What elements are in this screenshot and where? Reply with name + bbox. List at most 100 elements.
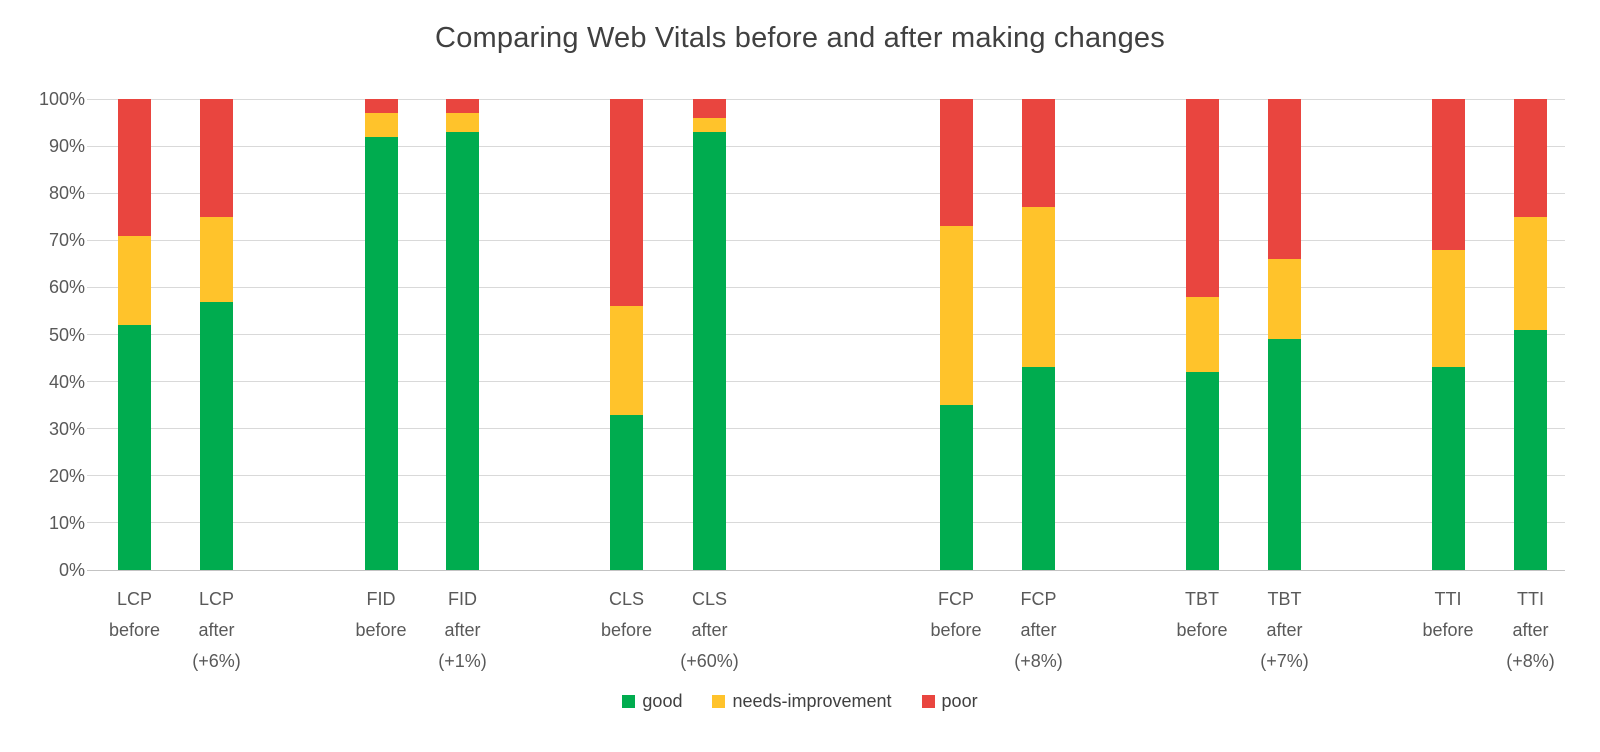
x-label-line: before	[1422, 620, 1474, 640]
bar-tti-after-segment-poor	[1514, 99, 1547, 217]
gridline-20%	[87, 475, 1565, 477]
x-label-cls-after: CLS after (+60%)	[645, 584, 775, 677]
bar-lcp-after-segment-poor	[200, 99, 233, 217]
x-label-fcp-after: FCP after (+8%)	[974, 584, 1104, 677]
gridline-60%	[87, 286, 1565, 288]
bar-cls-before-segment-good	[610, 414, 643, 570]
bar-fid-after-segment-good	[446, 131, 479, 570]
plot-area	[87, 98, 1565, 571]
gridline-10%	[87, 522, 1565, 524]
bar-tti-before-segment-good	[1431, 367, 1465, 570]
x-label-line: before	[355, 620, 407, 640]
x-label-line: TTI	[1434, 589, 1462, 609]
x-label-line: (+8%)	[1506, 651, 1555, 671]
y-tick-label-0%: 0%	[58, 560, 85, 580]
x-label-line: CLS	[691, 589, 727, 609]
x-label-fcp-before: FCP before	[891, 584, 1021, 646]
bar-tti-before-segment-needs-improvement	[1431, 249, 1465, 368]
gridline-30%	[87, 428, 1565, 430]
bar-tbt-after-segment-needs-improvement	[1268, 259, 1301, 340]
bar-lcp-before-segment-poor	[118, 99, 151, 236]
bar-tbt-before-segment-poor	[1185, 99, 1219, 297]
bar-fid-before-segment-good	[364, 136, 398, 570]
bar-lcp-before-segment-needs-improvement	[118, 235, 151, 326]
x-label-line: TBT	[1267, 589, 1302, 609]
x-label-line: after	[198, 620, 235, 640]
bar-cls-before-segment-poor	[610, 99, 643, 307]
legend-item-poor: poor	[921, 691, 978, 712]
x-label-line: FID	[366, 589, 396, 609]
y-tick-label-40%: 40%	[48, 371, 85, 392]
bar-fcp-before-segment-poor	[939, 99, 973, 227]
legend-label-needs-improvement: needs-improvement	[732, 690, 892, 711]
x-label-tti-after: TTI after (+8%)	[1466, 584, 1596, 677]
x-label-line: before	[1176, 620, 1228, 640]
x-label-line: (+60%)	[680, 651, 739, 671]
x-label-line: (+1%)	[438, 651, 487, 671]
bar-cls-after-segment-poor	[693, 99, 726, 118]
gridline-90%	[87, 145, 1565, 147]
gridline-80%	[87, 192, 1565, 194]
x-label-fid-after: FID after (+1%)	[398, 584, 528, 677]
gridline-40%	[87, 381, 1565, 383]
x-label-line: TTI	[1517, 589, 1544, 609]
bar-fcp-before-segment-good	[939, 405, 973, 570]
x-label-tbt-after: TBT after (+7%)	[1220, 584, 1350, 677]
y-tick-label-10%: 10%	[48, 512, 85, 533]
x-label-line: after	[444, 620, 481, 640]
x-label-line: CLS	[608, 589, 644, 609]
x-label-line: FID	[448, 589, 477, 609]
bar-fid-after-segment-needs-improvement	[446, 113, 479, 132]
y-tick-label-20%: 20%	[48, 465, 85, 486]
y-tick-label-90%: 90%	[48, 136, 85, 157]
x-label-line: before	[930, 620, 982, 640]
x-label-line: TBT	[1185, 589, 1219, 609]
x-label-tti-before: TTI before	[1383, 584, 1513, 646]
bar-fcp-after-segment-needs-improvement	[1022, 207, 1055, 368]
bar-tti-before-segment-poor	[1431, 99, 1465, 250]
x-label-line: (+6%)	[192, 651, 241, 671]
x-label-line: after	[1020, 620, 1057, 640]
legend-item-good: good	[622, 691, 682, 712]
x-label-line: after	[1266, 620, 1303, 640]
y-tick-label-50%: 50%	[48, 324, 85, 345]
bar-cls-after-segment-good	[693, 131, 726, 570]
y-tick-label-80%: 80%	[48, 183, 85, 204]
gridline-50%	[87, 334, 1565, 335]
y-tick-label-100%: 100%	[38, 89, 85, 109]
legend-item-needs-improvement: needs-improvement	[712, 690, 892, 712]
x-label-cls-before: CLS before	[562, 584, 692, 646]
legend-swatch-poor	[921, 694, 935, 708]
y-tick-label-30%: 30%	[48, 418, 85, 439]
legend-swatch-good	[622, 694, 636, 708]
bar-fcp-after-segment-good	[1022, 367, 1055, 570]
bar-fid-before-segment-poor	[364, 99, 398, 114]
bar-tbt-before-segment-needs-improvement	[1185, 296, 1219, 373]
bar-tbt-before-segment-good	[1185, 372, 1219, 570]
y-tick-label-60%: 60%	[48, 277, 85, 298]
bar-lcp-after-segment-good	[200, 301, 233, 570]
legend-swatch-needs-improvement	[712, 694, 726, 708]
legend-label-good: good	[642, 690, 683, 711]
bar-tti-after-segment-needs-improvement	[1514, 216, 1547, 330]
y-tick-label-70%: 70%	[48, 230, 85, 251]
x-label-line: after	[691, 620, 728, 640]
bar-lcp-before-segment-good	[118, 325, 151, 570]
bar-cls-before-segment-needs-improvement	[610, 306, 643, 415]
x-label-line: after	[1512, 620, 1549, 640]
gridline-0%	[87, 569, 1565, 571]
x-label-line: FCP	[1020, 589, 1057, 609]
x-label-line: LCP	[198, 589, 234, 609]
x-label-line: FCP	[938, 589, 974, 609]
x-label-lcp-before: LCP before	[70, 584, 200, 646]
x-label-line: LCP	[116, 589, 152, 609]
bar-fid-before-segment-needs-improvement	[364, 113, 398, 137]
x-label-line: before	[600, 620, 653, 640]
chart-title: Comparing Web Vitals before and after ma…	[435, 22, 1165, 54]
x-label-lcp-after: LCP after (+6%)	[152, 584, 282, 677]
bar-tti-after-segment-good	[1514, 329, 1547, 570]
bar-fid-after-segment-poor	[446, 99, 479, 114]
bar-fcp-after-segment-poor	[1022, 99, 1055, 208]
bar-tbt-after-segment-good	[1268, 339, 1301, 570]
